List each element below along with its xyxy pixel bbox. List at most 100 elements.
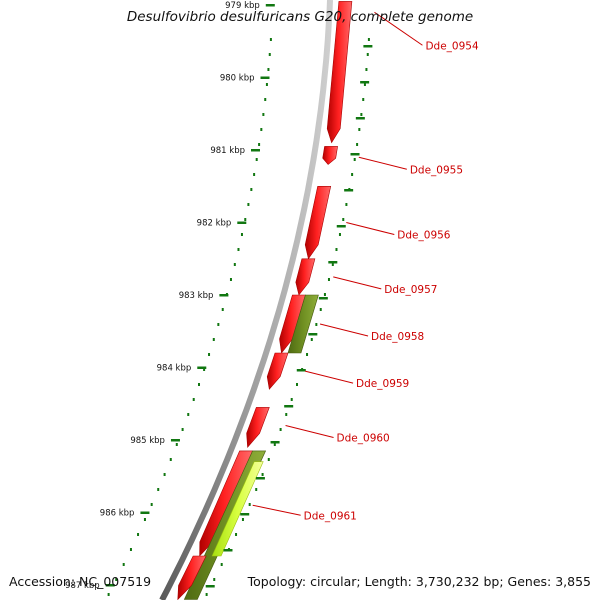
gene-feature[interactable]: [279, 294, 306, 354]
scale-dot: [192, 398, 195, 401]
kbp-tick: [105, 584, 115, 587]
label-leader-line: [333, 276, 382, 290]
gene-label[interactable]: Dde_0955: [410, 164, 463, 176]
scale-tick: [205, 585, 215, 588]
scale-dot: [365, 68, 368, 71]
genome-summary-text: Topology: circular; Length: 3,730,232 bp…: [247, 574, 591, 589]
scale-dot: [250, 188, 253, 191]
scale-dot: [175, 443, 178, 446]
scale-dot: [255, 158, 258, 161]
scale-dot: [362, 98, 365, 101]
kbp-label: 982 kbp: [197, 219, 232, 229]
gene-feature[interactable]: [199, 450, 254, 557]
scale-tick: [223, 549, 233, 552]
scale-dot: [265, 83, 268, 86]
scale-dot: [137, 533, 140, 536]
gene-feature[interactable]: [246, 407, 270, 449]
kbp-ticks-layer: 979 kbp 980 kbp 981 kbp 982 kbp 983 kbp 984 k…: [65, 1, 373, 591]
accession-text: Accession: NC_007519: [9, 574, 152, 589]
kbp-tick: [260, 76, 270, 79]
scale-tick: [344, 189, 354, 192]
scale-dot: [360, 113, 363, 116]
backbone-line: [159, 0, 333, 600]
scale-dot: [261, 473, 264, 476]
gene-feature[interactable]: [326, 1, 353, 144]
scale-dot: [157, 488, 160, 491]
scale-tick: [350, 153, 360, 156]
gene-feature[interactable]: [295, 258, 316, 296]
scale-dot: [269, 38, 272, 41]
scale-dot: [327, 278, 330, 281]
label-leader-line: [358, 156, 407, 170]
scale-dot: [220, 563, 223, 566]
scale-dot: [267, 458, 270, 461]
label-leader-line: [285, 425, 334, 438]
scale-dot: [310, 338, 313, 341]
gene-label[interactable]: Dde_0954: [425, 40, 479, 52]
scale-dot: [331, 263, 334, 266]
scale-dot: [208, 353, 211, 356]
scale-tick: [355, 117, 365, 120]
gene-feature[interactable]: [287, 294, 319, 354]
scale-dot: [205, 593, 208, 596]
label-leader-line: [374, 11, 423, 46]
gene-label[interactable]: Dde_0961: [304, 510, 357, 522]
scale-dot: [338, 233, 341, 236]
scale-tick: [363, 45, 373, 48]
scale-dot: [358, 128, 361, 131]
scale-dot: [221, 308, 224, 311]
kbp-label: 981 kbp: [210, 146, 245, 156]
kbp-tick: [219, 294, 229, 297]
scale-dot: [217, 323, 220, 326]
kbp-label: 984 kbp: [157, 364, 192, 374]
scale-tick: [240, 513, 250, 516]
gene-feature[interactable]: [322, 146, 338, 165]
gene-label[interactable]: Dde_0956: [397, 230, 451, 242]
scale-tick: [284, 405, 294, 408]
scale-dot: [235, 533, 238, 536]
kbp-label: 987 kbp: [65, 581, 100, 591]
scale-dot: [258, 143, 261, 146]
gene-label[interactable]: Dde_0958: [371, 331, 424, 343]
kbp-label: 983 kbp: [179, 291, 214, 301]
scale-dot: [143, 518, 146, 521]
gene-feature[interactable]: [211, 461, 264, 557]
scale-dot: [366, 53, 369, 56]
scale-dot: [323, 293, 326, 296]
scale-dot: [237, 248, 240, 251]
kbp-label: 979 kbp: [225, 1, 260, 11]
scale-tick: [328, 261, 338, 264]
kbp-tick: [265, 4, 275, 7]
kbp-label: 980 kbp: [220, 74, 255, 84]
scale-dot: [268, 53, 271, 56]
kbp-tick: [237, 221, 247, 224]
scale-dot: [203, 368, 206, 371]
gene-labels-layer: Dde_0954 Dde_0955 Dde_0956 Dde_0957 Dde_0958…: [252, 11, 479, 522]
kbp-tick: [140, 511, 150, 514]
scale-dot: [241, 518, 244, 521]
scale-tick: [360, 81, 370, 84]
scale-dot: [213, 578, 216, 581]
gene-label[interactable]: Dde_0959: [356, 378, 409, 390]
genome-backbone: [159, 0, 333, 600]
kbp-label: 986 kbp: [100, 509, 135, 519]
gene-feature[interactable]: [304, 186, 332, 260]
scale-dot: [115, 578, 118, 581]
scale-dot: [356, 143, 359, 146]
scale-dot: [163, 473, 166, 476]
gene-feature[interactable]: [177, 555, 207, 600]
gene-label[interactable]: Dde_0960: [337, 433, 390, 445]
kbp-tick: [197, 366, 207, 369]
kbp-tick: [251, 149, 260, 152]
gene-label[interactable]: Dde_0957: [384, 284, 437, 296]
scale-dot: [335, 248, 338, 251]
scale-dot: [273, 443, 276, 446]
scale-dot: [150, 503, 153, 506]
scale-dot: [248, 503, 251, 506]
scale-tick: [336, 225, 346, 228]
gene-feature[interactable]: [266, 352, 289, 390]
scale-dot: [253, 173, 256, 176]
scale-dot: [233, 263, 236, 266]
